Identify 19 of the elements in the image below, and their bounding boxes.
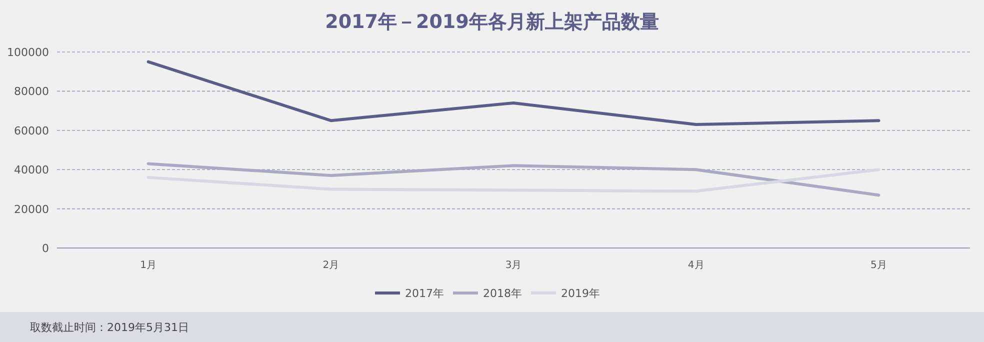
text: 取数截止时间：2019年5月31日 <box>30 321 189 334</box>
x-tick-label: 4月 <box>688 260 704 271</box>
legend-label: 2017年 <box>405 287 444 300</box>
x-tick-label: 5月 <box>870 260 887 271</box>
x-tick-label: 1月 <box>140 260 156 271</box>
y-tick-label: 60000 <box>14 124 49 138</box>
y-tick-label: 40000 <box>14 164 49 177</box>
x-tick-label: 2月 <box>322 260 340 271</box>
line-series <box>146 168 880 193</box>
y-tick-label: 0 <box>42 242 49 255</box>
y-tick-label: 100000 <box>7 46 49 59</box>
line-series <box>146 60 880 126</box>
y-tick-label: 80000 <box>14 85 49 98</box>
legend-label: 2019年 <box>561 287 600 300</box>
x-tick-label: 3月 <box>505 260 522 271</box>
legend-label: 2018年 <box>483 287 522 300</box>
y-tick-label: 20000 <box>14 202 49 216</box>
line-series <box>146 162 880 197</box>
chart-title: 2017年－2019年各月新上架产品数量 <box>325 11 659 33</box>
